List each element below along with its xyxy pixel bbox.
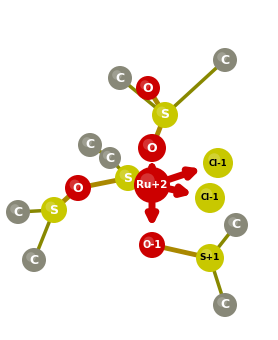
Circle shape <box>41 197 67 223</box>
Text: O-1: O-1 <box>142 240 162 250</box>
Circle shape <box>70 180 80 190</box>
Circle shape <box>200 188 212 200</box>
Circle shape <box>208 153 220 165</box>
Circle shape <box>134 167 170 203</box>
Circle shape <box>217 52 227 62</box>
Text: O: O <box>73 182 83 194</box>
Text: C: C <box>115 71 125 85</box>
Circle shape <box>152 102 178 128</box>
Circle shape <box>136 76 160 100</box>
Text: Cl-1: Cl-1 <box>201 193 219 203</box>
Text: C: C <box>85 138 95 152</box>
Circle shape <box>120 170 130 180</box>
Text: C: C <box>220 53 230 67</box>
Text: C: C <box>232 219 240 232</box>
Circle shape <box>78 133 102 157</box>
Circle shape <box>139 232 165 258</box>
Text: Cl-1: Cl-1 <box>209 158 227 168</box>
Text: O: O <box>147 141 157 154</box>
Text: S+1: S+1 <box>200 254 220 262</box>
Circle shape <box>115 165 141 191</box>
Circle shape <box>82 137 92 147</box>
Circle shape <box>6 200 30 224</box>
Text: S: S <box>123 171 133 185</box>
Circle shape <box>228 217 238 227</box>
Circle shape <box>217 297 227 307</box>
Text: S: S <box>160 108 170 121</box>
Text: S: S <box>49 204 58 217</box>
Circle shape <box>46 202 56 212</box>
Text: O: O <box>143 82 153 95</box>
Circle shape <box>195 183 225 213</box>
Circle shape <box>26 252 36 262</box>
Circle shape <box>112 70 122 80</box>
Text: C: C <box>220 299 230 311</box>
Circle shape <box>138 134 166 162</box>
Text: C: C <box>29 254 39 267</box>
Circle shape <box>108 66 132 90</box>
Circle shape <box>196 244 224 272</box>
Circle shape <box>203 148 233 178</box>
Circle shape <box>22 248 46 272</box>
Circle shape <box>103 151 112 160</box>
Circle shape <box>65 175 91 201</box>
Circle shape <box>213 48 237 72</box>
Circle shape <box>140 80 150 90</box>
Circle shape <box>140 173 155 188</box>
Circle shape <box>99 147 121 169</box>
Circle shape <box>143 237 154 247</box>
Circle shape <box>201 249 212 260</box>
Text: Ru+2: Ru+2 <box>136 180 168 190</box>
Circle shape <box>224 213 248 237</box>
Text: C: C <box>13 205 23 219</box>
Circle shape <box>213 293 237 317</box>
Text: C: C <box>105 152 115 165</box>
Circle shape <box>143 139 154 150</box>
Circle shape <box>10 204 20 214</box>
Circle shape <box>157 106 167 117</box>
